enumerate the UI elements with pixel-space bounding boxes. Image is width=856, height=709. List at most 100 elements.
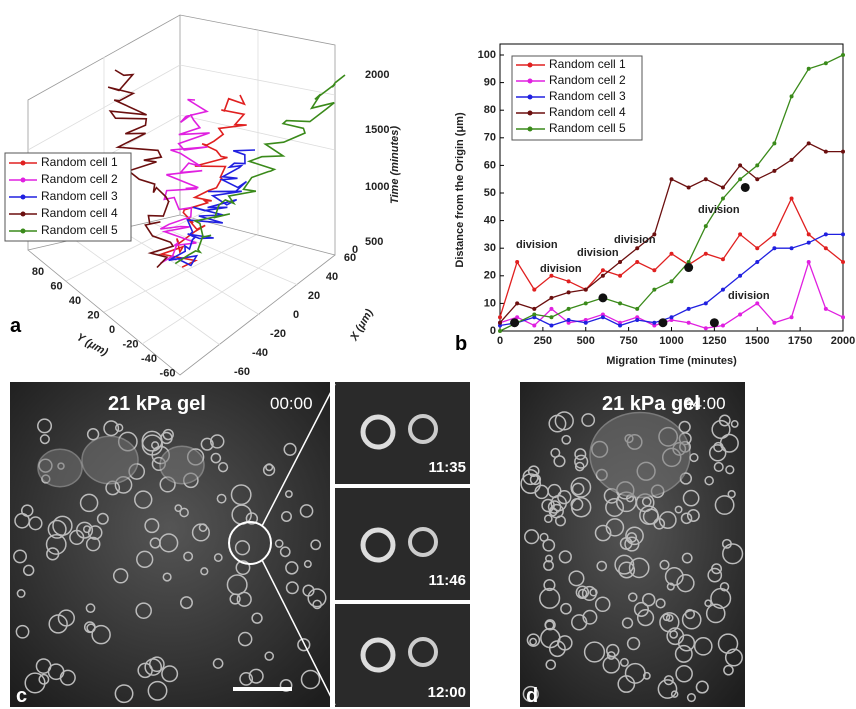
division-point <box>598 293 608 303</box>
cell <box>524 529 540 545</box>
x-tick-label: 40 <box>326 271 338 283</box>
y-tick-label: -40 <box>141 353 157 365</box>
cell <box>285 561 299 575</box>
inset-2 <box>335 488 470 600</box>
legend-marker <box>527 126 533 132</box>
data-point <box>789 196 794 201</box>
y-tick-label: 80 <box>32 266 44 278</box>
cell <box>663 675 674 686</box>
cell <box>526 633 541 647</box>
cell <box>15 624 30 639</box>
cell <box>91 624 111 645</box>
cell <box>96 512 109 525</box>
cell <box>209 434 225 449</box>
division-point <box>740 182 750 192</box>
cell <box>46 547 60 561</box>
cell <box>47 519 67 539</box>
cell <box>693 636 713 656</box>
data-point <box>823 246 828 251</box>
x-tick-label: 60 <box>344 252 356 264</box>
data-point <box>806 240 811 245</box>
data-point <box>549 306 554 311</box>
y-tick-label: -20 <box>123 338 139 350</box>
legend-label: Random cell 4 <box>41 206 118 220</box>
cell <box>682 489 700 507</box>
cell <box>22 564 35 577</box>
legend-label: Random cell 2 <box>549 73 626 87</box>
x-tick-label: 0 <box>293 309 299 321</box>
cell <box>725 465 735 475</box>
x-tick-label: 1750 <box>788 335 812 347</box>
cell <box>606 643 620 658</box>
cell <box>554 411 574 431</box>
cell-cluster <box>81 435 139 485</box>
y-tick-label: 0 <box>109 324 115 336</box>
trajectories <box>107 69 346 269</box>
x-tick-label: 1000 <box>659 335 683 347</box>
cell <box>28 516 43 531</box>
cell <box>575 585 590 600</box>
legend-marker <box>20 177 26 183</box>
legend-label: Random cell 2 <box>41 172 118 186</box>
cell <box>553 455 566 468</box>
cell <box>37 418 53 434</box>
x-tick-label: 250 <box>534 335 552 347</box>
cell <box>560 602 572 615</box>
data-point <box>635 306 640 311</box>
cell <box>86 428 100 441</box>
cell <box>704 475 714 486</box>
cell <box>52 515 73 536</box>
cell <box>626 636 641 651</box>
annotation: division <box>698 204 740 216</box>
cell <box>574 448 587 461</box>
division-point <box>658 318 668 328</box>
cell <box>639 505 659 525</box>
data-point <box>549 323 554 328</box>
cell <box>675 664 693 683</box>
cell <box>248 668 264 684</box>
cell <box>583 641 606 663</box>
cell <box>237 631 253 647</box>
data-point <box>703 301 708 306</box>
cell <box>659 612 680 633</box>
data-point <box>841 315 845 320</box>
data-point <box>618 301 623 306</box>
y-tick-label: -60 <box>160 367 176 379</box>
x-tick-label: -40 <box>252 347 268 359</box>
cell <box>570 497 592 518</box>
annotation: division <box>577 247 619 259</box>
data-point <box>549 315 554 320</box>
cell <box>695 680 709 694</box>
cell <box>624 662 646 684</box>
data-point <box>566 306 571 311</box>
cell <box>674 644 693 663</box>
cell <box>719 433 739 453</box>
cell <box>730 420 739 428</box>
cell <box>39 434 50 445</box>
data-point <box>841 53 845 57</box>
cell <box>137 662 153 679</box>
data-point <box>566 320 571 325</box>
cell <box>547 500 562 514</box>
z-tick-label: 1500 <box>365 124 389 136</box>
cell <box>38 673 50 685</box>
data-point <box>532 312 537 317</box>
data-point <box>738 273 743 278</box>
legend-marker <box>527 62 533 68</box>
cell <box>200 567 209 576</box>
cell <box>722 543 744 565</box>
data-point <box>772 168 777 173</box>
legend-marker <box>20 211 26 217</box>
cell <box>543 579 556 592</box>
cell <box>570 476 592 498</box>
cell <box>16 589 26 598</box>
cell <box>226 574 248 596</box>
cell <box>571 482 585 496</box>
cell <box>554 515 566 527</box>
data-point <box>635 246 640 251</box>
data-point <box>600 312 605 317</box>
annotation: division <box>516 239 558 251</box>
data-point <box>498 315 502 320</box>
z-axis-label: Time (minutes) <box>389 126 401 204</box>
cell <box>162 428 174 441</box>
